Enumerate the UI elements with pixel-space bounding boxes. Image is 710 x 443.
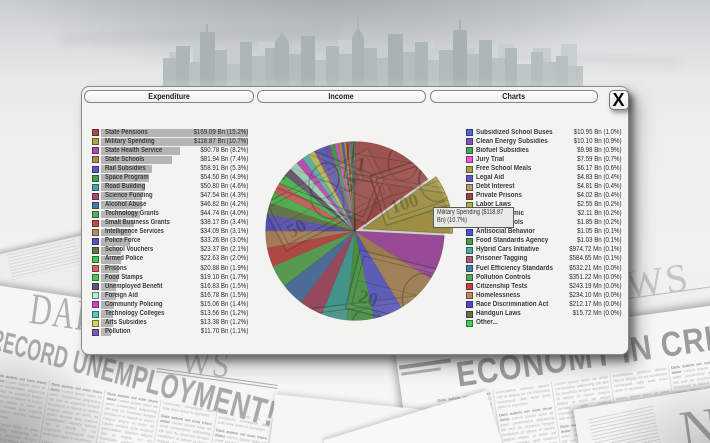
svg-text:20: 20 [356,286,380,311]
svg-text:10: 10 [314,337,335,360]
svg-text:1: 1 [424,149,437,171]
svg-text:1: 1 [355,154,368,176]
